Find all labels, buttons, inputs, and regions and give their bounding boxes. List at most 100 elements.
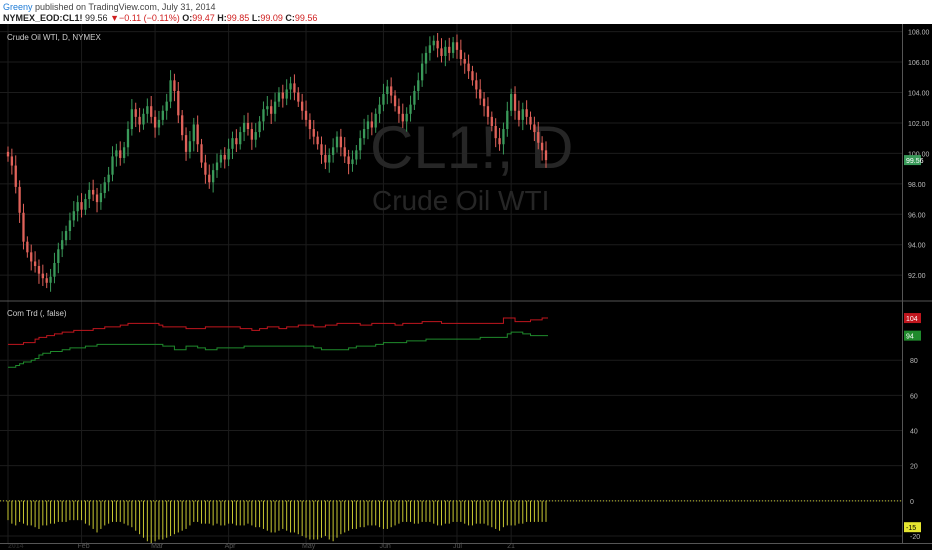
candle-body xyxy=(45,278,48,283)
candle-body xyxy=(517,110,521,120)
time-tick-label: Jul xyxy=(453,543,462,550)
candle-body xyxy=(409,104,412,114)
candle-body xyxy=(331,147,335,155)
price-tick-label: 98.00 xyxy=(908,182,926,189)
candle-body xyxy=(192,124,195,142)
candle-body xyxy=(196,124,199,145)
indicator-lines xyxy=(8,317,548,368)
candle-body xyxy=(401,113,404,122)
low-value: 99.09 xyxy=(260,13,283,23)
candle-body xyxy=(370,121,373,128)
upper-line xyxy=(8,317,548,345)
candle-body xyxy=(18,186,21,213)
candle-body xyxy=(57,249,60,263)
price-change: −0.11 (−0.11%) xyxy=(119,13,180,23)
chart-background xyxy=(0,24,932,550)
candle-body xyxy=(304,110,308,120)
price-tick-label: 100.00 xyxy=(908,151,930,158)
candle-body xyxy=(285,89,288,99)
lower-badge-box xyxy=(904,330,921,341)
candle-body xyxy=(393,95,397,107)
candle-body xyxy=(463,59,466,64)
candle-body xyxy=(366,121,370,130)
candle-body xyxy=(165,101,168,111)
candle-body xyxy=(440,48,443,56)
candle-body xyxy=(161,110,164,120)
candle-body xyxy=(88,189,91,200)
candle-body xyxy=(223,154,226,160)
candle-body xyxy=(273,101,277,114)
price-tick-label: 108.00 xyxy=(908,30,930,37)
candle-body xyxy=(308,119,312,130)
candle-body xyxy=(30,252,33,262)
candle-body xyxy=(150,106,153,117)
candle-body xyxy=(266,106,269,110)
time-tick-label: 21 xyxy=(507,543,515,550)
indicator-tick-label: 0 xyxy=(910,499,914,506)
candle-body xyxy=(455,42,459,50)
candle-body xyxy=(219,154,223,163)
candle-body xyxy=(208,174,211,183)
candle-body xyxy=(188,141,192,152)
candle-body xyxy=(502,129,505,145)
candle-body xyxy=(37,266,41,274)
open-value: 99.47 xyxy=(192,13,215,23)
candle-body xyxy=(281,92,284,99)
candle-body xyxy=(227,148,230,160)
candle-body xyxy=(270,106,273,114)
symbol-name[interactable]: NYMEX_EOD:CL1! xyxy=(3,13,83,23)
candle-body xyxy=(33,261,37,267)
candle-body xyxy=(204,162,207,175)
candle-body xyxy=(320,144,323,155)
candle-body xyxy=(444,46,447,56)
candle-body xyxy=(22,212,25,242)
candle-body xyxy=(339,136,343,148)
candle-body xyxy=(64,231,68,241)
candle-body xyxy=(355,150,358,160)
candle-body xyxy=(424,52,428,64)
lower-line xyxy=(8,331,548,368)
publish-line: Greeny published on TradingView.com, Jul… xyxy=(3,2,215,12)
candle-body xyxy=(115,150,118,157)
indicator-tick-label: 20 xyxy=(910,464,918,471)
upper-badge-text: 104 xyxy=(906,316,918,323)
candle-body xyxy=(91,189,95,195)
candle-body xyxy=(99,192,103,203)
candle-body xyxy=(467,63,470,72)
price-badges: 99.56 104 94 -15 xyxy=(904,155,924,533)
candle-body xyxy=(510,94,513,111)
publish-text: published on TradingView.com, July 31, 2… xyxy=(32,2,216,12)
candle-body xyxy=(297,92,300,102)
price-tick-label: 104.00 xyxy=(908,91,930,98)
candle-body xyxy=(231,138,234,149)
candle-body xyxy=(239,132,242,145)
candle-body xyxy=(459,49,463,60)
candle-body xyxy=(84,199,87,210)
candle-body xyxy=(490,116,493,126)
time-tick-label: Jun xyxy=(379,543,390,550)
candle-body xyxy=(49,276,52,283)
indicator-tick-label: 60 xyxy=(910,393,918,400)
price-tick-label: 106.00 xyxy=(908,60,930,67)
upper-badge-box xyxy=(904,313,921,324)
indicator-pane-title: Com Trd (, false) xyxy=(7,309,67,318)
candle-body xyxy=(448,46,451,53)
candle-body xyxy=(382,94,385,105)
candle-body xyxy=(10,156,14,166)
candle-body xyxy=(184,135,188,152)
candle-body xyxy=(529,116,532,125)
candle-body xyxy=(80,202,83,210)
candle-body xyxy=(289,83,292,90)
last-price-badge-text: 99.56 xyxy=(906,158,924,165)
high-value: 99.85 xyxy=(226,13,250,23)
candle-body xyxy=(142,113,145,125)
lower-badge-text: 94 xyxy=(906,334,914,341)
candle-body xyxy=(215,162,219,171)
author-link[interactable]: Greeny xyxy=(3,2,33,12)
close-label: C: xyxy=(285,13,295,23)
grid-lines xyxy=(0,24,902,543)
candle-body xyxy=(211,170,215,183)
watermark-name: Crude Oil WTI xyxy=(372,185,549,216)
candle-body xyxy=(537,132,540,143)
